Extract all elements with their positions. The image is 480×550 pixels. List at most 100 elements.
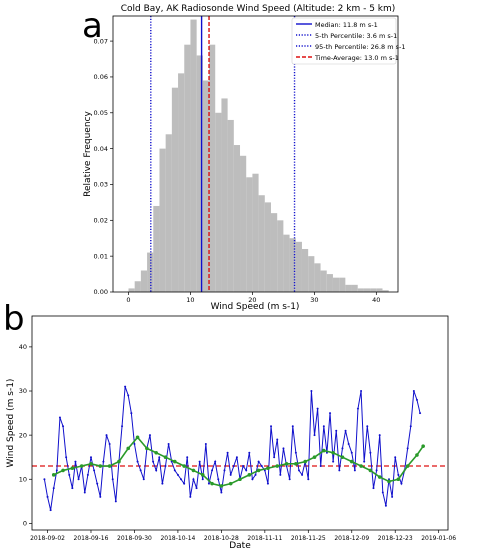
histogram-bar [308, 256, 315, 292]
green-series-point [349, 459, 354, 464]
green-series-point [182, 464, 186, 468]
histogram-y-label: Relative Frequency [83, 111, 93, 197]
x-tick-label: 0 [126, 296, 130, 304]
blue-series-point [183, 482, 186, 485]
histogram-bar [301, 248, 309, 292]
y-tick-label: 10 [19, 475, 27, 483]
blue-series-point [102, 460, 105, 463]
green-series-point [294, 462, 298, 466]
green-series-point [61, 468, 65, 473]
histogram-bar [221, 98, 228, 292]
blue-series-point [251, 478, 254, 481]
y-tick-label: 0 [23, 520, 27, 528]
histogram-bar [159, 148, 166, 292]
x-tick-label: 2018-12-23 [378, 535, 413, 542]
y-tick-label: 0.05 [94, 109, 108, 117]
legend-frame [291, 17, 397, 65]
blue-series-point [223, 469, 226, 472]
x-tick-label: 2018-10-28 [204, 535, 239, 542]
x-tick-label: 10 [186, 296, 194, 304]
blue-series-point [217, 478, 220, 481]
blue-series-point [152, 460, 155, 463]
y-tick-label: 0.04 [94, 145, 108, 153]
timeseries-y-label: Wind Speed (m s-1) [6, 379, 16, 468]
histogram-bar [326, 274, 333, 292]
histogram-bar [184, 44, 191, 292]
green-series-point [135, 435, 140, 440]
blue-series-point [363, 460, 366, 463]
histogram-y-ticks: 0.00 0.01 0.02 0.03 0.04 0.05 0.06 0.07 [94, 37, 113, 296]
y-tick-label: 0.03 [94, 181, 108, 189]
histogram-bar [283, 234, 290, 292]
green-series-point [331, 450, 335, 455]
y-tick-label: 40 [19, 343, 27, 351]
histogram-bar [363, 288, 371, 292]
green-series-point [163, 455, 168, 459]
blue-series-point [406, 447, 409, 450]
blue-series-point [121, 425, 124, 428]
histogram-bar [289, 238, 296, 292]
blue-series-point [254, 473, 257, 476]
green-series-point [210, 481, 214, 486]
blue-series-point [381, 491, 384, 494]
y-tick-label: 30 [19, 387, 27, 395]
blue-series-point [270, 425, 273, 428]
blue-series-point [350, 451, 353, 454]
histogram-bar [332, 277, 340, 292]
blue-series-point [360, 390, 363, 393]
y-tick-label: 0.01 [94, 252, 108, 260]
blue-series-point [325, 451, 328, 454]
histogram-bar [314, 263, 321, 292]
y-tick-label: 0.00 [94, 288, 108, 296]
timeseries-chart: 2018-09-02 2018-09-16 2018-09-30 2018-10-14… [6, 315, 456, 550]
green-series-point [396, 477, 401, 482]
timeseries-blue-series [43, 385, 422, 512]
blue-series-point [366, 425, 369, 428]
green-series-point [107, 464, 112, 468]
histogram-bar [134, 281, 141, 292]
blue-series-point [338, 469, 341, 472]
histogram-bar [264, 202, 271, 292]
blue-series-point [322, 425, 325, 428]
blue-series-point [245, 469, 248, 472]
histogram-bar [178, 73, 185, 292]
histogram-bar [339, 277, 346, 292]
panel-label-b: b [3, 299, 25, 339]
blue-series-point [226, 451, 229, 454]
blue-series-point [148, 434, 151, 437]
blue-series-point [319, 465, 322, 468]
green-series-point [368, 468, 373, 473]
blue-series-point [167, 442, 170, 445]
blue-series-point [99, 495, 102, 498]
histogram-bar [258, 195, 265, 292]
histogram-bar [190, 19, 197, 293]
histogram-bar [209, 44, 216, 292]
blue-series-point [49, 509, 52, 512]
blue-series-point [204, 442, 207, 445]
x-tick-label: 2018-11-11 [247, 535, 282, 542]
histogram-bar [128, 288, 135, 292]
histogram-bar [165, 134, 172, 292]
histogram-bar [270, 213, 278, 292]
blue-series-point [74, 460, 77, 463]
timeseries-x-label: Date [229, 541, 251, 550]
blue-series-point [347, 442, 350, 445]
green-series-point [154, 450, 158, 455]
blue-series-point [356, 407, 359, 410]
blue-series-point [71, 487, 74, 490]
timeseries-plot-frame [31, 315, 449, 531]
blue-series-point [332, 460, 335, 463]
histogram-bar [246, 177, 253, 292]
blue-series-point [130, 412, 133, 415]
blue-series-point [189, 495, 192, 498]
x-tick-label: 2018-09-16 [74, 535, 109, 542]
blue-series-point [257, 460, 260, 463]
y-tick-label: 0.02 [94, 217, 108, 225]
green-series-point [256, 468, 261, 473]
blue-series-point [297, 469, 300, 472]
blue-series-point [136, 460, 139, 463]
blue-series-point [96, 482, 99, 485]
green-series-point [191, 468, 196, 473]
blue-series-point [415, 398, 418, 401]
blue-series-point [142, 478, 145, 481]
